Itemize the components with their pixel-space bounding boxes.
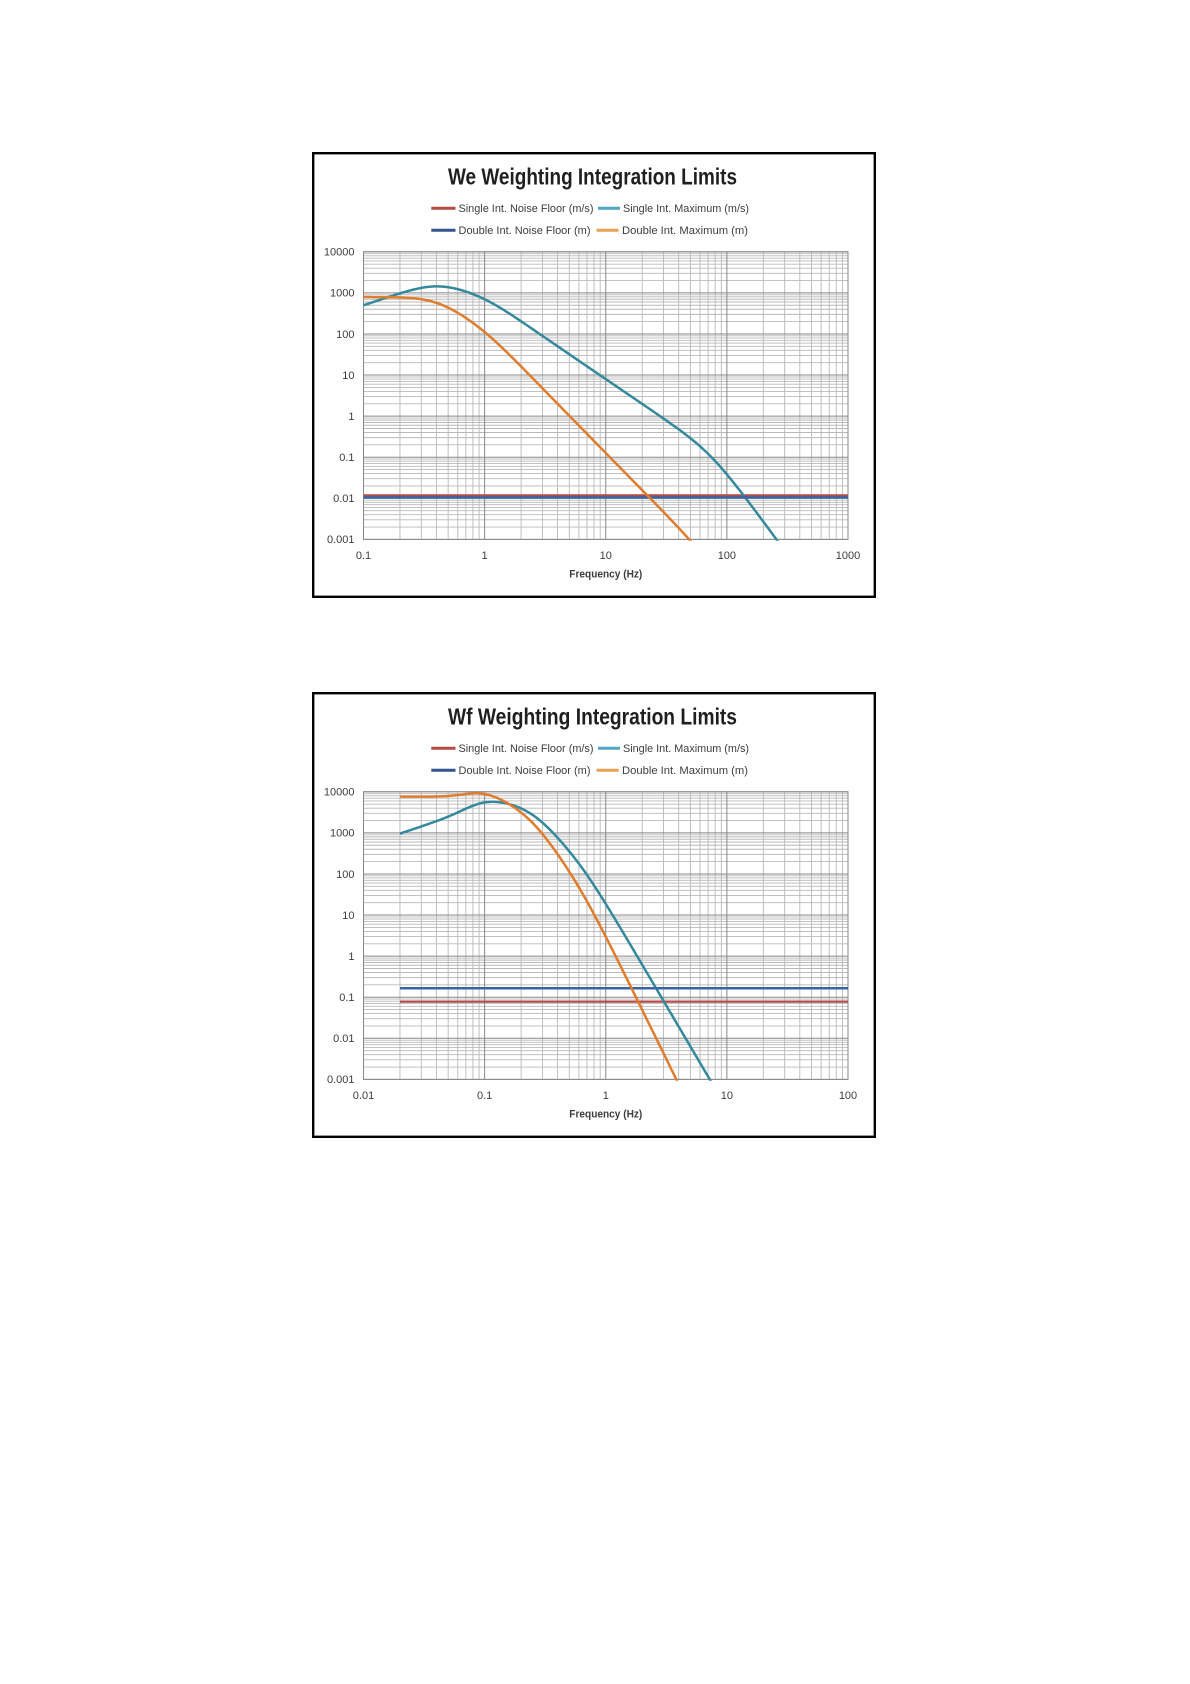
svg-text:1000: 1000: [836, 550, 860, 562]
svg-text:Frequency (Hz): Frequency (Hz): [569, 569, 642, 581]
svg-text:0.01: 0.01: [353, 1090, 374, 1102]
svg-text:0.001: 0.001: [327, 1074, 355, 1086]
svg-text:0.1: 0.1: [356, 550, 371, 562]
svg-text:1000: 1000: [330, 288, 354, 300]
svg-text:Single Int. Maximum (m/s): Single Int. Maximum (m/s): [623, 743, 749, 755]
svg-text:Frequency (Hz): Frequency (Hz): [569, 1109, 642, 1121]
svg-text:100: 100: [336, 329, 354, 341]
svg-text:0.001: 0.001: [327, 534, 355, 546]
svg-text:1000: 1000: [330, 828, 354, 840]
svg-text:0.1: 0.1: [339, 992, 354, 1004]
svg-text:0.1: 0.1: [477, 1090, 492, 1102]
svg-text:100: 100: [718, 550, 736, 562]
svg-text:10000: 10000: [324, 247, 355, 259]
svg-text:10: 10: [342, 910, 354, 922]
svg-text:0.1: 0.1: [339, 452, 354, 464]
svg-text:0.01: 0.01: [333, 493, 354, 505]
svg-text:We Weighting Integration Limit: We Weighting Integration Limits: [448, 163, 737, 189]
svg-text:100: 100: [336, 869, 354, 881]
svg-text:Single Int. Noise Floor (m/s): Single Int. Noise Floor (m/s): [459, 203, 594, 215]
svg-text:1: 1: [348, 411, 354, 423]
svg-text:1: 1: [482, 550, 488, 562]
svg-text:Double Int. Noise Floor (m): Double Int. Noise Floor (m): [459, 225, 591, 237]
svg-text:1: 1: [348, 951, 354, 963]
svg-text:Double Int. Maximum (m): Double Int. Maximum (m): [622, 765, 748, 777]
svg-text:Double Int. Noise Floor (m): Double Int. Noise Floor (m): [459, 765, 591, 777]
svg-text:0.01: 0.01: [333, 1033, 354, 1045]
svg-text:Double Int. Maximum (m): Double Int. Maximum (m): [622, 225, 748, 237]
svg-text:10: 10: [342, 370, 354, 382]
svg-text:Single Int. Noise Floor (m/s): Single Int. Noise Floor (m/s): [459, 743, 594, 755]
svg-text:Wf Weighting Integration Limit: Wf Weighting Integration Limits: [448, 703, 737, 729]
svg-text:100: 100: [839, 1090, 857, 1102]
svg-text:Single Int. Maximum (m/s): Single Int. Maximum (m/s): [623, 203, 749, 215]
svg-text:1: 1: [603, 1090, 609, 1102]
svg-text:10: 10: [600, 550, 612, 562]
svg-text:10: 10: [721, 1090, 733, 1102]
svg-text:10000: 10000: [324, 787, 355, 799]
